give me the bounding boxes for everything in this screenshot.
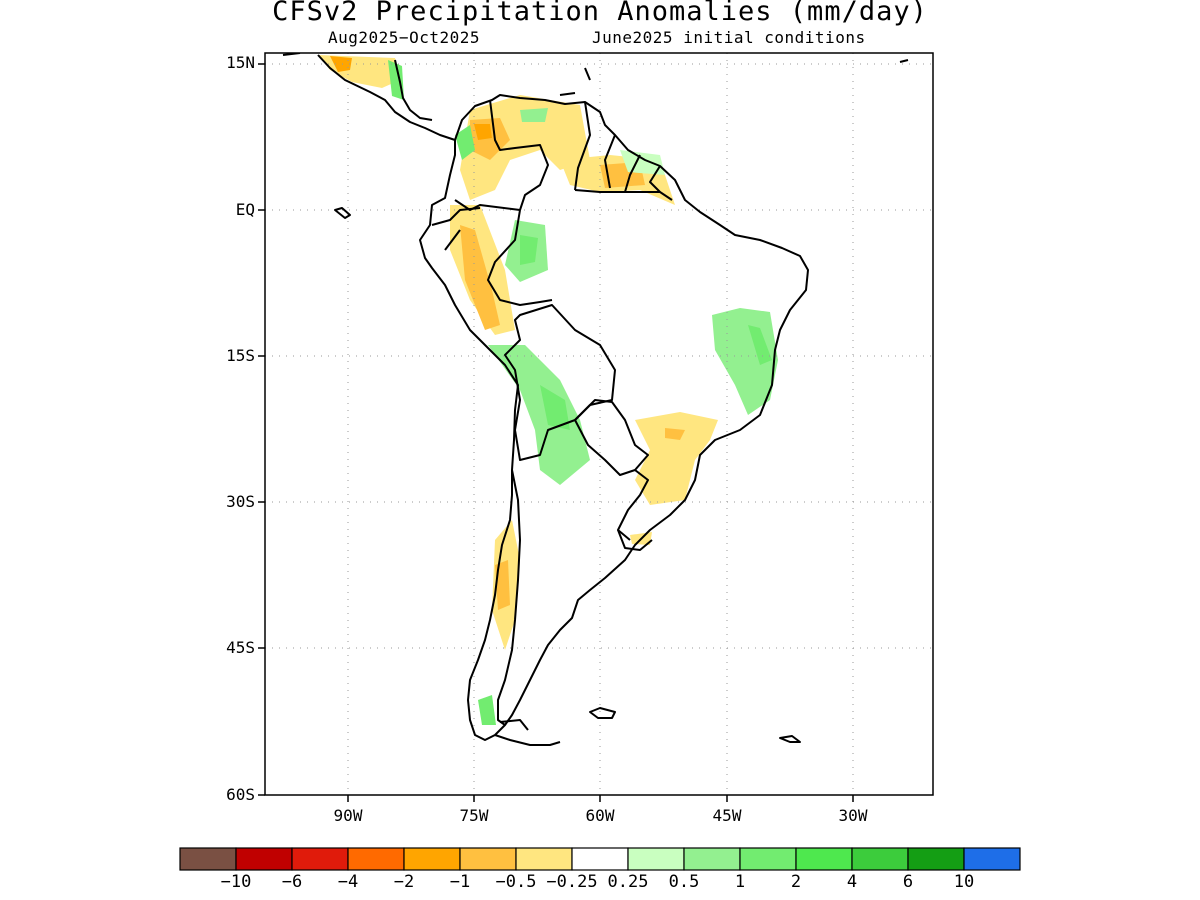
colorbar-label: 2 — [790, 872, 802, 892]
map-area — [265, 53, 933, 795]
colorbar-swatch — [739, 847, 797, 871]
anomaly-andes-dry-core — [460, 225, 500, 330]
lon-label-45w: 45W — [712, 806, 742, 825]
anomaly-patagonia-wet — [478, 695, 496, 725]
colorbar-label: −6 — [281, 872, 303, 892]
anomaly-s-brazil-dry — [635, 412, 718, 505]
anomaly-venezuela-wet — [520, 108, 548, 122]
uruguay-coast — [617, 529, 653, 551]
anomaly-guianas-wet — [620, 150, 665, 175]
guianas-borders — [604, 134, 661, 193]
colorbar-swatch — [459, 847, 517, 871]
colorbar-swatch — [403, 847, 461, 871]
colorbar-swatch — [907, 847, 965, 871]
colombia-venezuela-border — [489, 99, 549, 211]
tick-marks — [258, 63, 854, 802]
colorbar-label: 10 — [953, 872, 975, 892]
colorbar-label: −10 — [220, 872, 252, 892]
colorbar-label: −2 — [393, 872, 415, 892]
lat-label-45s: 45S — [226, 638, 255, 657]
colorbar-label: −0.25 — [546, 872, 598, 892]
coastlines — [282, 53, 909, 746]
peru-brazil-border — [487, 209, 553, 306]
anomaly-colombia-dry-strong — [474, 124, 492, 140]
anomaly-s-brazil-dry-core — [665, 428, 685, 440]
anomaly-bolivia-wet-core — [540, 385, 570, 430]
lon-label-60w: 60W — [585, 806, 615, 825]
galapagos — [334, 207, 351, 219]
lat-label-15s: 15S — [226, 346, 255, 365]
anomaly-central-america-dry — [318, 55, 400, 88]
tierra-del-fuego — [494, 719, 561, 746]
colorbar-label: −0.5 — [495, 872, 537, 892]
anomaly-shading — [318, 55, 778, 725]
lat-label-eq: EQ — [235, 200, 255, 219]
gridlines — [265, 53, 933, 795]
colorbar-swatch — [515, 847, 573, 871]
lon-label-90w: 90W — [333, 806, 363, 825]
colorbar-swatch — [851, 847, 909, 871]
anomaly-colombia-wet — [455, 125, 475, 160]
initial-conditions: June2025 initial conditions — [592, 28, 866, 47]
colorbar-label: 0.5 — [668, 872, 700, 892]
colorbar-label: −4 — [337, 872, 359, 892]
chile-argentina-border — [497, 469, 521, 726]
south-america-coast — [419, 94, 809, 741]
ecuador-peru-border — [431, 207, 481, 251]
anomaly-chile-dry-core — [495, 560, 510, 610]
colorbar-swatch — [235, 847, 293, 871]
paraguay-border — [574, 399, 649, 476]
caribbean-islands — [559, 59, 909, 96]
map-frame — [264, 52, 934, 796]
colorbar — [179, 847, 1021, 871]
colorbar-swatch — [963, 847, 1021, 871]
anomaly-central-america-wet — [388, 60, 404, 100]
colorbar-swatch — [795, 847, 853, 871]
lon-label-30w: 30W — [838, 806, 868, 825]
colorbar-swatch — [627, 847, 685, 871]
colorbar-label: −1 — [449, 872, 471, 892]
forecast-period: Aug2025−Oct2025 — [328, 28, 480, 47]
anomaly-w-amazon-wet-core — [520, 235, 538, 265]
argentina-brazil-border — [617, 469, 649, 541]
colorbar-swatch — [291, 847, 349, 871]
colorbar-label: 6 — [902, 872, 914, 892]
lon-label-75w: 75W — [459, 806, 489, 825]
colorbar-swatch — [683, 847, 741, 871]
venezuela-guyana-border — [574, 101, 591, 191]
lat-label-15n: 15N — [226, 53, 255, 72]
lat-label-60s: 60S — [226, 785, 255, 804]
colorbar-label: 4 — [846, 872, 858, 892]
south-georgia — [779, 735, 801, 743]
bolivia-border — [504, 304, 616, 461]
anomaly-central-america-dry-core — [330, 56, 352, 72]
colorbar-swatch — [179, 847, 237, 871]
lat-label-30s: 30S — [226, 492, 255, 511]
anomaly-bolivia-wet — [488, 345, 590, 485]
brazil-north-border — [454, 189, 673, 211]
colorbar-label: 0.25 — [607, 872, 649, 892]
falkland-islands — [589, 707, 616, 719]
colorbar-swatch — [571, 847, 629, 871]
colorbar-swatch — [347, 847, 405, 871]
chart-title: CFSv2 Precipitation Anomalies (mm/day) — [272, 0, 928, 27]
anomaly-e-brazil-wet-core — [748, 325, 772, 365]
colorbar-label: 1 — [734, 872, 746, 892]
